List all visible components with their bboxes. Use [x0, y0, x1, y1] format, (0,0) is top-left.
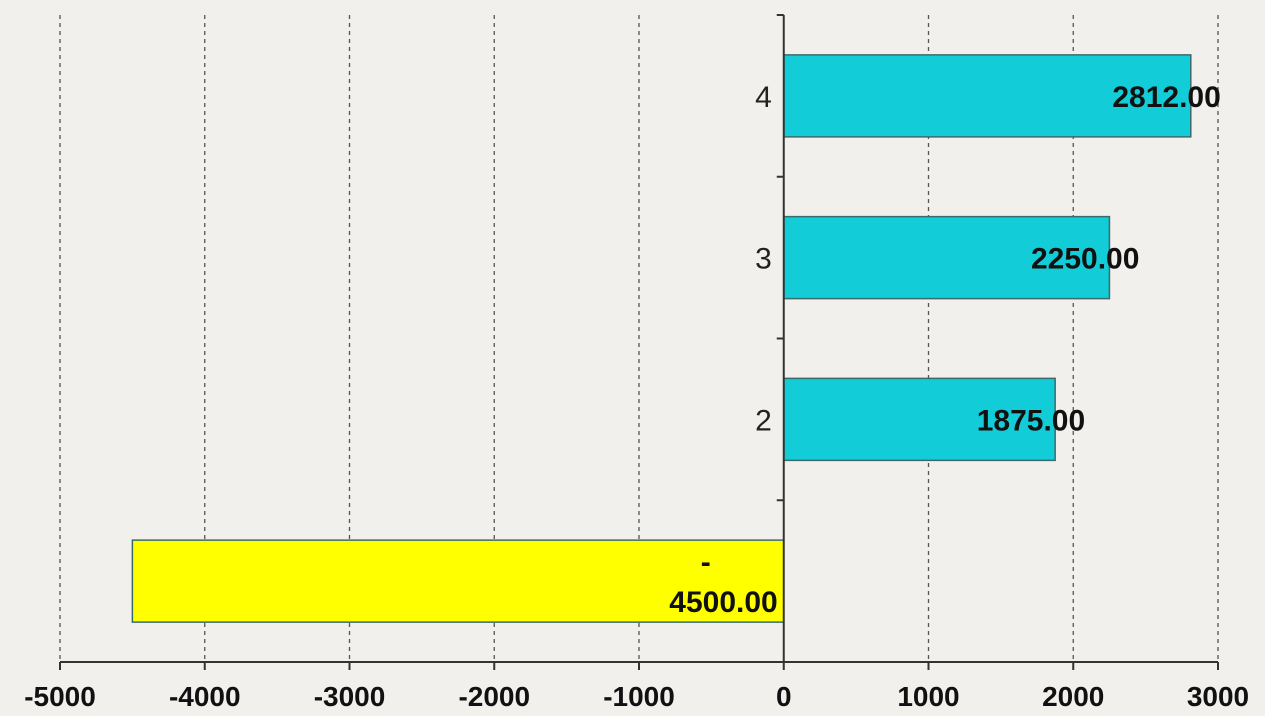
x-axis-tick-labels: -5000 -4000 -3000 -2000 -1000 0 1000 2000 3000: [24, 681, 1249, 712]
data-label: 1875.00: [977, 404, 1085, 437]
bar-3: [783, 215, 1111, 300]
data-labels: - 4500.00 1875.00 2250.00 2812.00: [669, 81, 1220, 619]
axes: [59, 14, 1219, 670]
x-tick-label: -4000: [169, 681, 241, 712]
x-tick-label: 0: [776, 681, 792, 712]
data-label: 2812.00: [1112, 81, 1220, 114]
category-label: 3: [755, 243, 772, 276]
category-label: 4: [755, 81, 772, 114]
data-label: 2250.00: [1031, 243, 1139, 276]
category-labels: 2 3 4: [755, 81, 772, 438]
x-tick-label: 1000: [897, 681, 959, 712]
x-tick-label: 3000: [1187, 681, 1249, 712]
bar-2: [783, 377, 1056, 462]
bar-first: [131, 539, 785, 623]
bars: [131, 54, 1192, 623]
x-tick-label: 2000: [1042, 681, 1104, 712]
data-label: -: [701, 546, 711, 579]
data-label: 4500.00: [669, 586, 777, 619]
x-tick-label: -1000: [603, 681, 675, 712]
x-tick-label: -3000: [314, 681, 386, 712]
category-label: 2: [755, 404, 772, 437]
x-tick-label: -2000: [458, 681, 530, 712]
bar-4: [783, 54, 1192, 138]
x-tick-label: -5000: [24, 681, 96, 712]
